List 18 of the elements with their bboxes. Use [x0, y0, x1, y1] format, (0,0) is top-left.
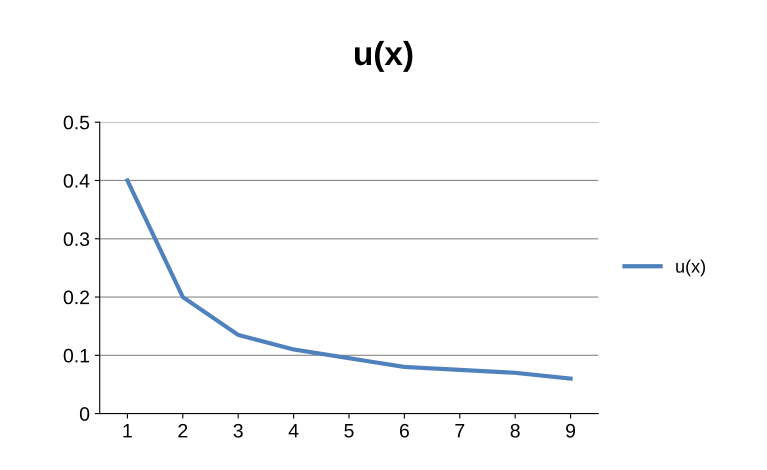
x-tick-label: 6 — [400, 424, 409, 438]
line-series — [125, 178, 573, 381]
y-tick-label: 0 — [80, 407, 90, 421]
x-tick-label: 2 — [178, 424, 188, 438]
x-tick-label: 4 — [288, 424, 298, 438]
x-tick-label: 3 — [234, 424, 243, 438]
x-tick-label: 9 — [566, 424, 576, 438]
x-tick-label: 8 — [510, 424, 520, 438]
x-tick-label: 1 — [123, 424, 132, 438]
y-tick-label: 0.2 — [64, 290, 90, 304]
x-tick-label: 5 — [344, 424, 354, 438]
y-tick-label: 0.5 — [64, 116, 90, 130]
legend-label: u(x) — [676, 259, 706, 276]
y-tick-label: 0.1 — [64, 348, 90, 363]
y-tick-label: 0.3 — [64, 232, 90, 246]
chart-title: u(x) — [355, 40, 412, 72]
x-tick-label: 7 — [455, 424, 464, 438]
y-tick-label: 0.4 — [64, 174, 90, 188]
